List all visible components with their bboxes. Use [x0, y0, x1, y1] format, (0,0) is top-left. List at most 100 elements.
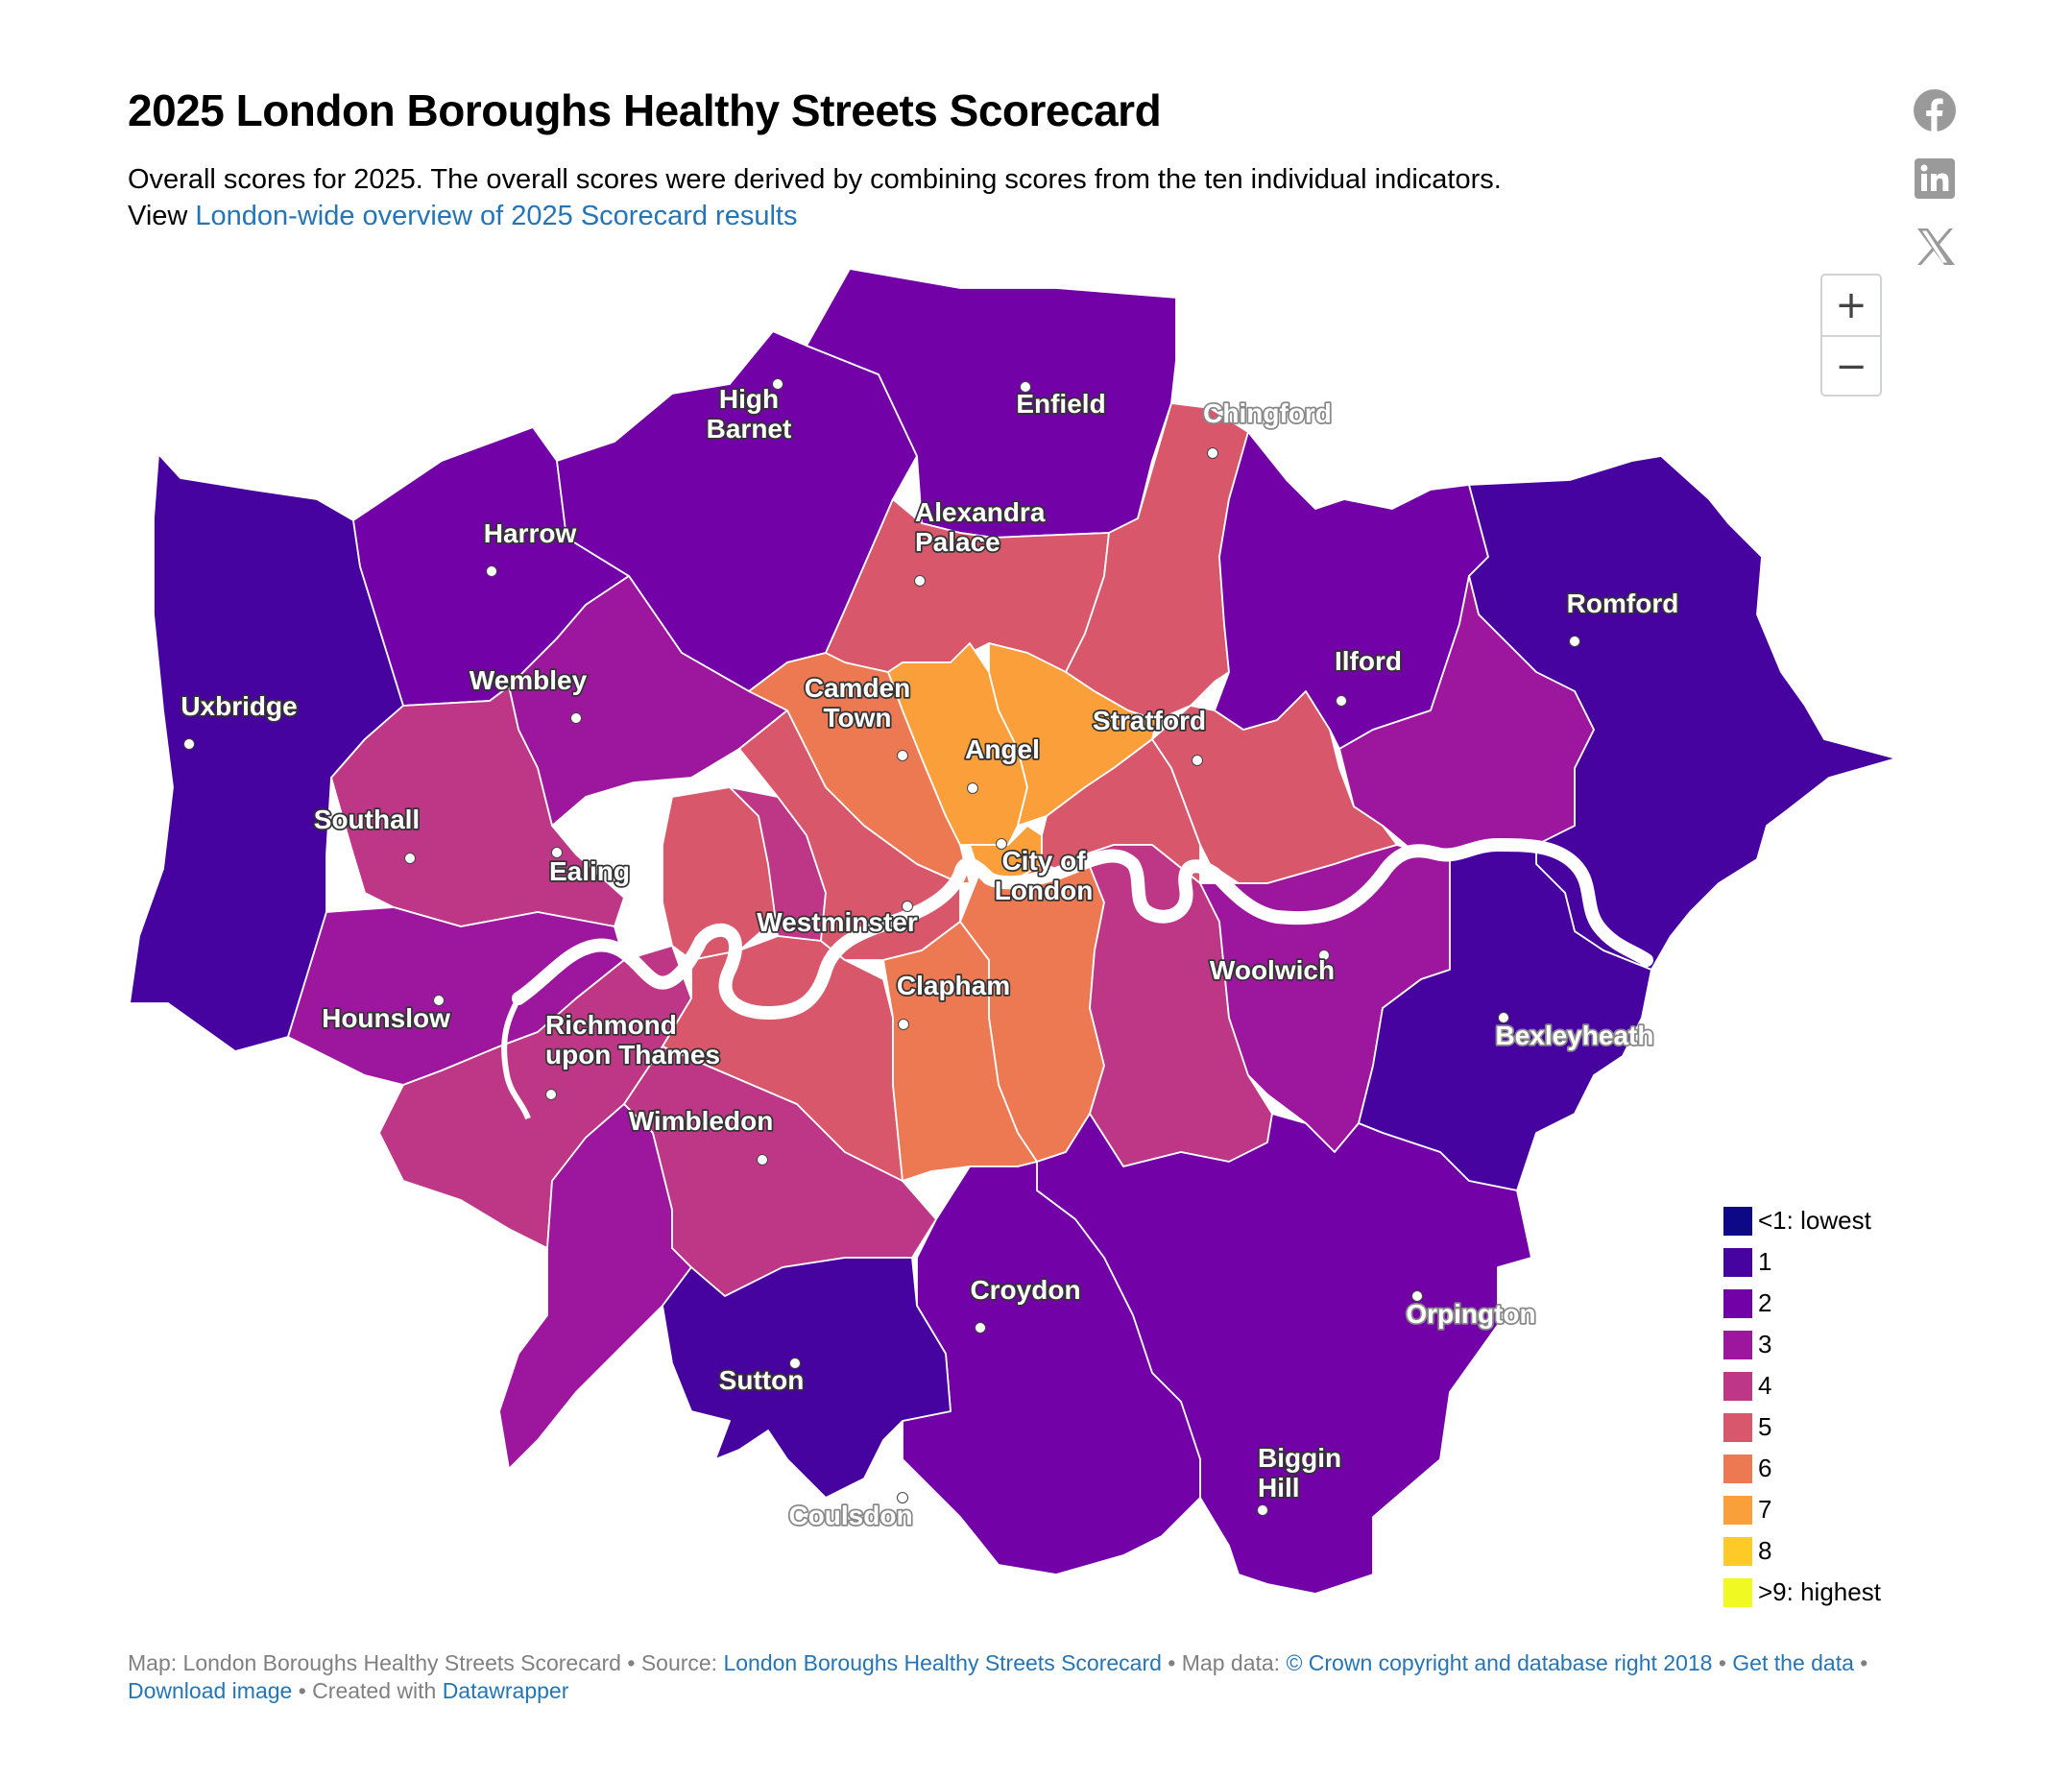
place-label: Orpington [1406, 1299, 1535, 1329]
legend-label: 8 [1758, 1536, 1772, 1565]
dot-biggin-hill [1257, 1504, 1268, 1516]
footer-datawrapper-link[interactable]: Datawrapper [442, 1678, 569, 1703]
dot-harrow [486, 565, 497, 577]
place-label: Coulsdon [788, 1501, 912, 1530]
x-icon[interactable] [1913, 225, 1957, 269]
subtitle-view-prefix: View [128, 201, 196, 231]
legend-swatch [1723, 1577, 1752, 1607]
place-label: Croydon [970, 1275, 1080, 1305]
subtitle-description: Overall scores for 2025. The overall sco… [128, 164, 1502, 195]
dot-high-barnet [772, 378, 783, 390]
place-label: Sutton [719, 1365, 805, 1395]
borough-sutton[interactable] [662, 1257, 952, 1499]
place-label: Angel [965, 734, 1040, 764]
legend-item: 3 [1723, 1324, 1881, 1365]
footer-map-credit: Map: London Boroughs Healthy Streets Sco… [128, 1650, 621, 1675]
place-label: Stratford [1093, 706, 1206, 735]
facebook-icon[interactable] [1913, 88, 1957, 132]
place-label: Wimbledon [629, 1106, 774, 1136]
place-label: Romford [1567, 589, 1679, 618]
legend-label: 2 [1758, 1288, 1772, 1317]
dot-alexandra-palace [914, 575, 926, 587]
dot-orpington [1411, 1290, 1423, 1302]
place-label: Wembley [470, 665, 588, 695]
place-label: Westminster [757, 907, 918, 937]
overview-link[interactable]: London-wide overview of 2025 Scorecard r… [195, 201, 798, 231]
place-label: Richmond upon Thames [545, 1010, 720, 1070]
place-label: Enfield [1016, 389, 1105, 419]
footer-download-image-link[interactable]: Download image [128, 1678, 293, 1703]
legend-item: 1 [1723, 1241, 1881, 1283]
legend-swatch [1723, 1412, 1752, 1442]
place-label: Woolwich [1210, 955, 1335, 985]
dot-woolwich [1318, 950, 1330, 961]
footer-source-link[interactable]: London Boroughs Healthy Streets Scorecar… [723, 1650, 1162, 1675]
legend-label: >9: highest [1758, 1577, 1881, 1606]
dot-wembley [570, 712, 582, 724]
dot-westminster [902, 901, 913, 912]
dot-bexleyheath [1498, 1012, 1509, 1023]
river-thames-west [501, 997, 531, 1120]
legend: <1: lowest 1 2 3 4 5 6 7 8 >9: highest [1723, 1200, 1881, 1613]
legend-swatch [1723, 1371, 1752, 1401]
footer-mapdata-prefix: Map data: [1181, 1650, 1287, 1675]
dot-chingford [1207, 447, 1218, 459]
place-label: Ilford [1335, 646, 1402, 676]
legend-swatch [1723, 1247, 1752, 1277]
dot-uxbridge [183, 738, 195, 750]
legend-label: 3 [1758, 1330, 1772, 1358]
place-label: Chingford [1203, 398, 1332, 428]
footer-mapdata-link[interactable]: © Crown copyright and database right 201… [1286, 1650, 1713, 1675]
footer-created-prefix: Created with [312, 1678, 443, 1703]
legend-swatch [1723, 1288, 1752, 1318]
linkedin-icon[interactable] [1913, 156, 1957, 201]
zoom-in-button[interactable]: + [1822, 276, 1880, 335]
dot-camden-town [897, 750, 908, 761]
legend-label: <1: lowest [1758, 1206, 1871, 1235]
footer-source-prefix: Source: [640, 1650, 724, 1675]
legend-item: 8 [1723, 1530, 1881, 1572]
legend-swatch [1723, 1536, 1752, 1566]
river-thames [512, 838, 1653, 1020]
borough-croydon[interactable] [902, 1161, 1201, 1575]
dot-ilford [1336, 695, 1347, 707]
dot-romford [1569, 636, 1580, 647]
legend-swatch [1723, 1454, 1752, 1483]
place-label: Clapham [897, 971, 1010, 1000]
borough-waltham-forest[interactable] [1065, 402, 1249, 721]
legend-item: 6 [1723, 1448, 1881, 1489]
dot-coulsdon [897, 1492, 908, 1503]
dot-southall [404, 853, 416, 864]
place-label: Bexleyheath [1496, 1021, 1654, 1050]
legend-item: <1: lowest [1723, 1200, 1881, 1241]
dot-sutton [789, 1358, 801, 1369]
subtitle: Overall scores for 2025. The overall sco… [128, 161, 1502, 234]
dot-hounslow [433, 995, 445, 1006]
place-label: Alexandra Palace [915, 497, 1046, 557]
dot-enfield [1020, 381, 1031, 393]
place-label: Harrow [484, 518, 577, 548]
dot-angel [967, 782, 978, 794]
legend-item: 5 [1723, 1406, 1881, 1448]
footer: Map: London Boroughs Healthy Streets Sco… [128, 1650, 1868, 1703]
legend-item: >9: highest [1723, 1572, 1881, 1613]
footer-get-data-link[interactable]: Get the data [1732, 1650, 1854, 1675]
dot-richmond [545, 1089, 557, 1100]
place-label: High Barnet [707, 384, 792, 444]
place-label: Camden Town [805, 673, 910, 733]
zoom-divider [1822, 335, 1880, 337]
dot-city-of-london [996, 838, 1007, 850]
place-label: Hounslow [322, 1003, 450, 1033]
place-labels: High Barnet Enfield Chingford Harrow Alexandr… [180, 382, 1681, 1532]
zoom-controls: + − [1820, 274, 1882, 397]
legend-label: 4 [1758, 1371, 1772, 1400]
place-label: City of London [995, 846, 1094, 905]
dot-wimbledon [757, 1154, 768, 1166]
place-label: Uxbridge [181, 691, 297, 721]
subtitle-overview-line: View London-wide overview of 2025 Scorec… [128, 198, 1502, 234]
legend-label: 1 [1758, 1247, 1772, 1276]
legend-swatch [1723, 1495, 1752, 1525]
zoom-out-button[interactable]: − [1822, 337, 1880, 397]
legend-label: 5 [1758, 1412, 1772, 1441]
